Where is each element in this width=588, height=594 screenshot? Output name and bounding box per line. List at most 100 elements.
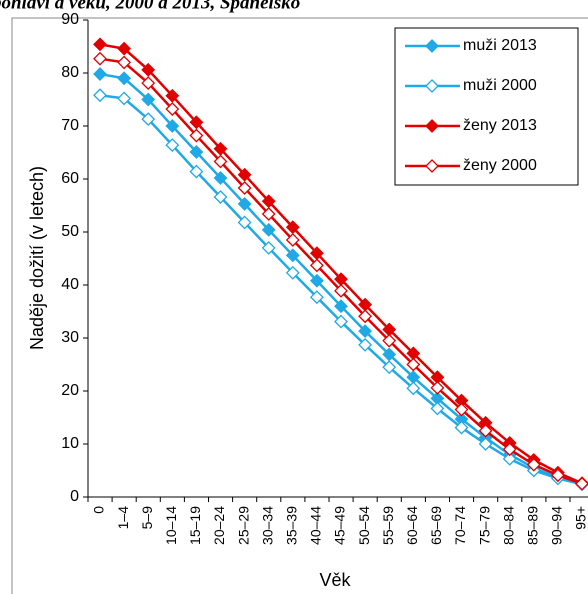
point-marker [502, 451, 517, 466]
x-tick-label: 40–44 [308, 506, 324, 545]
x-tick-label: 0 [91, 506, 107, 514]
y-tick-label: 10 [61, 435, 79, 452]
point-marker [430, 380, 445, 395]
point-marker [309, 290, 324, 305]
point-marker [237, 215, 252, 230]
x-axis-label: Věk [319, 570, 351, 590]
point-marker [165, 88, 180, 103]
x-tick-label: 20–24 [211, 506, 227, 545]
legend-label: muži 2013 [463, 37, 537, 54]
point-marker [334, 283, 348, 298]
y-axis-label: Naděje dožití (v letech) [27, 166, 47, 350]
point-marker [213, 171, 228, 185]
x-tick-label: 10–14 [163, 506, 179, 545]
y-tick-label: 20 [61, 382, 79, 399]
legend-box [394, 27, 579, 186]
point-marker [406, 357, 421, 372]
legend-label: ženy 2000 [463, 157, 537, 174]
point-marker [141, 76, 156, 90]
y-tick-label: 30 [61, 329, 79, 346]
y-tick-label: 70 [61, 117, 79, 134]
x-tick-label: 15–19 [187, 506, 203, 545]
legend-label: ženy 2013 [463, 117, 537, 134]
point-marker [165, 119, 180, 133]
point-marker [261, 240, 276, 255]
legend: muži 2013 muži 2000 ženy 2013 ženy 2000 [394, 27, 579, 186]
point-marker [93, 67, 107, 81]
legend-marker [425, 39, 439, 53]
point-marker [575, 476, 588, 491]
legend-marker [425, 119, 439, 133]
legend-marker [425, 159, 439, 173]
point-marker [550, 468, 565, 483]
point-marker [261, 207, 276, 221]
point-marker [93, 37, 107, 52]
point-marker [502, 442, 517, 457]
point-marker [93, 88, 107, 103]
point-marker [382, 360, 397, 375]
x-tick-label: 1–4 [115, 506, 131, 530]
point-marker [141, 112, 156, 127]
point-marker [285, 233, 300, 247]
point-marker [285, 265, 300, 280]
point-marker [117, 71, 132, 86]
x-tick-label: 35–39 [284, 506, 300, 545]
y-tick-label: 60 [61, 170, 79, 187]
point-marker [189, 164, 204, 179]
point-marker [189, 115, 204, 130]
point-marker [526, 457, 541, 472]
x-tick-label: 30–34 [259, 506, 275, 545]
point-marker [117, 41, 132, 56]
point-marker [237, 167, 252, 182]
point-marker [213, 154, 228, 169]
x-tick-label: 45–49 [332, 506, 348, 545]
point-marker [117, 91, 132, 106]
point-marker [454, 402, 469, 417]
x-tick-label: 60–64 [404, 506, 420, 545]
point-marker [309, 273, 324, 288]
x-tick-label: 80–84 [500, 506, 516, 545]
point-marker [430, 401, 445, 416]
point-marker [358, 324, 373, 339]
x-tick-label: 70–74 [452, 506, 468, 545]
legend-label: muži 2000 [463, 77, 537, 94]
chart-title: pohlaví a věku, 2000 a 2013, Španělsko [0, 0, 300, 13]
point-marker [454, 420, 469, 435]
point-marker [309, 258, 324, 273]
point-marker [382, 333, 397, 348]
point-marker [117, 55, 132, 70]
point-marker [334, 314, 348, 329]
x-tick-label: 95+ [573, 506, 588, 530]
point-marker [358, 309, 373, 324]
point-marker [406, 381, 421, 396]
x-tick-label: 55–59 [380, 506, 396, 545]
point-marker [141, 92, 156, 107]
point-marker [165, 102, 180, 116]
y-tick-label: 50 [61, 223, 79, 240]
point-marker [189, 128, 204, 143]
point-marker [261, 222, 276, 237]
y-tick-label: 80 [61, 64, 79, 81]
x-tick-label: 75–79 [476, 506, 492, 545]
x-tick-label: 50–54 [356, 506, 372, 545]
y-tick-label: 90 [61, 11, 79, 28]
x-tick-label: 25–29 [235, 506, 251, 545]
point-marker [93, 51, 107, 66]
point-marker [213, 190, 228, 204]
point-marker [237, 196, 252, 211]
point-marker [358, 337, 373, 352]
x-tick-label: 65–69 [428, 506, 444, 545]
legend-marker [425, 79, 439, 93]
point-marker [237, 181, 252, 195]
x-tick-label: 90–94 [549, 506, 565, 545]
point-marker [141, 62, 156, 77]
point-marker [285, 248, 300, 263]
x-tick-label: 5–9 [139, 506, 155, 530]
y-tick-label: 0 [70, 488, 79, 505]
point-marker [334, 299, 348, 314]
y-tick-label: 40 [61, 276, 79, 293]
point-marker [478, 423, 493, 438]
x-tick-label: 85–89 [525, 506, 541, 545]
point-marker [165, 138, 180, 152]
